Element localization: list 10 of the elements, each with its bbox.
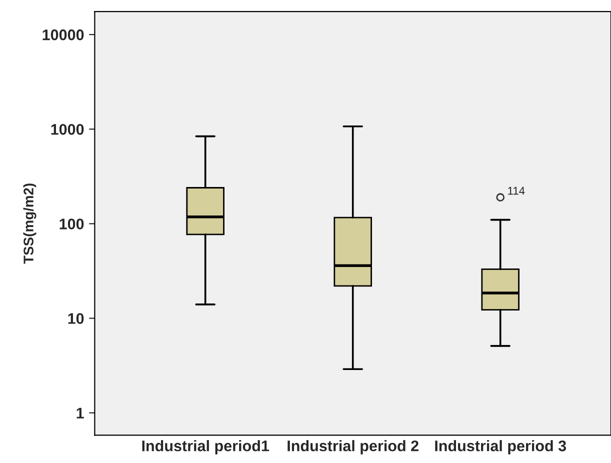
x-tick-label: Industrial period1 bbox=[142, 440, 270, 454]
x-tick-label: Industrial period 2 bbox=[288, 440, 418, 454]
annotation: 114 bbox=[508, 186, 525, 195]
y-tick-label: 100 bbox=[60, 218, 84, 230]
y-tick-label: 1000 bbox=[51, 124, 84, 135]
x-tick-label: Industrial period 3 bbox=[435, 440, 566, 454]
y-axis-title: TSS(mg/m2) bbox=[23, 184, 36, 264]
y-tick-label: 1 bbox=[76, 408, 84, 418]
y-tick-label: 10000 bbox=[42, 29, 84, 40]
y-tick-label: 10 bbox=[68, 313, 84, 324]
